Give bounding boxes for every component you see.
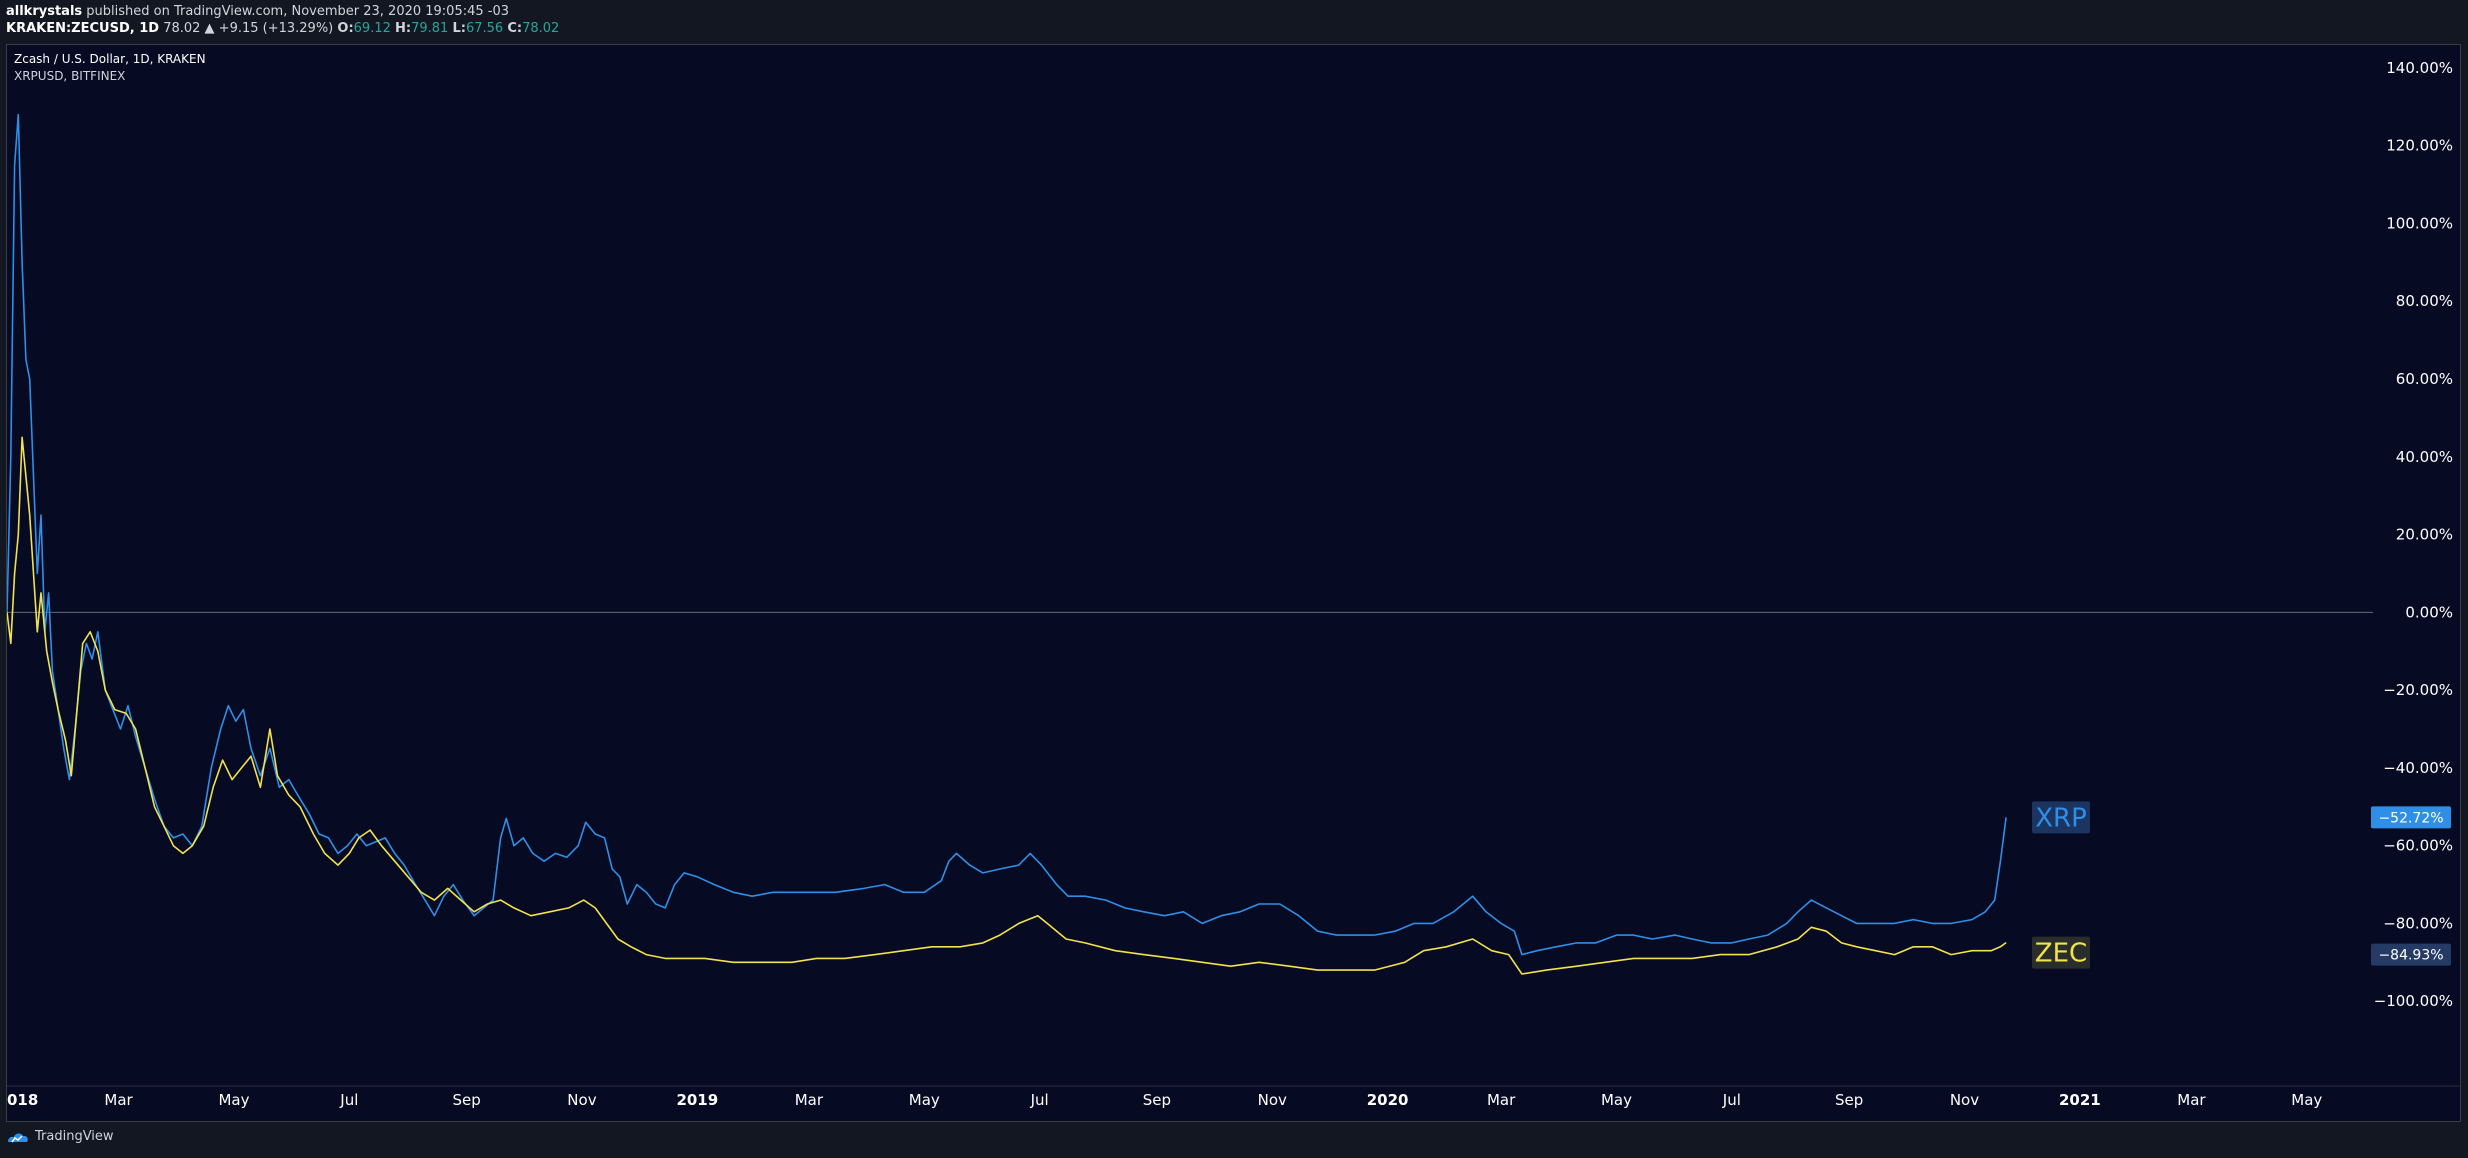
x-tick-label: Sep — [1143, 1091, 1171, 1109]
x-tick-label: Mar — [2177, 1091, 2206, 1109]
price-label-bg-zec — [2371, 943, 2451, 966]
series-tag-xrp: XRP — [2035, 803, 2087, 833]
x-tick-label: May — [909, 1091, 940, 1109]
last-price: 78.02 — [163, 21, 201, 36]
author-name: allkrystals — [6, 4, 83, 19]
x-tick-label: Sep — [452, 1091, 480, 1109]
x-tick-label: Jul — [1722, 1091, 1741, 1109]
tradingview-logo-icon — [8, 1132, 28, 1142]
y-tick-label: 140.00% — [2386, 59, 2453, 77]
y-tick-label: −60.00% — [2383, 837, 2453, 855]
x-tick-label: May — [1601, 1091, 1632, 1109]
price-label-xrp: −52.72% — [2378, 810, 2443, 826]
published-text: published on TradingView.com, November 2… — [86, 4, 510, 19]
y-tick-label: −40.00% — [2383, 759, 2453, 777]
x-tick-label: 2019 — [676, 1091, 718, 1109]
y-tick-label: 120.00% — [2386, 137, 2453, 155]
y-tick-label: −20.00% — [2383, 681, 2453, 699]
x-tick-label: Nov — [567, 1091, 596, 1109]
legend-compare-series[interactable]: XRPUSD, BITFINEX — [14, 69, 126, 83]
close-value: 78.02 — [522, 21, 560, 36]
x-tick-label: 2021 — [2059, 1091, 2101, 1109]
y-tick-label: −80.00% — [2383, 914, 2453, 932]
close-label: C: — [507, 21, 523, 36]
x-tick-label: Nov — [1258, 1091, 1287, 1109]
x-tick-label: May — [2291, 1091, 2322, 1109]
series-tag-bg-zec — [2032, 936, 2090, 969]
footer-brand: TradingView — [35, 1129, 114, 1144]
open-value: 69.12 — [353, 21, 391, 36]
symbol-info: KRAKEN:ZECUSD, 1D 78.02 ▲ +9.15 (+13.29%… — [6, 21, 559, 37]
footer: TradingView — [6, 1129, 114, 1144]
y-tick-label: 20.00% — [2396, 526, 2453, 544]
x-tick-label: Jul — [1030, 1091, 1049, 1109]
series-line-xrp — [7, 113, 2007, 956]
legend-main-series[interactable]: Zcash / U.S. Dollar, 1D, KRAKEN — [14, 52, 206, 66]
price-label-bg-xrp — [2371, 806, 2451, 829]
x-tick-label: Jul — [339, 1091, 358, 1109]
publish-info: allkrystals published on TradingView.com… — [6, 4, 509, 20]
open-label: O: — [337, 21, 354, 36]
series-tag-zec: ZEC — [2035, 939, 2087, 969]
chart-canvas[interactable]: 140.00% 120.00% 100.00% 80.00% 60.00% 40.00% 2… — [7, 45, 2462, 1123]
x-tick-label: May — [218, 1091, 249, 1109]
change-value: ▲ +9.15 (+13.29%) — [204, 21, 334, 36]
high-label: H: — [395, 21, 412, 36]
x-tick-label: 2020 — [1367, 1091, 1409, 1109]
x-tick-label: Mar — [795, 1091, 824, 1109]
price-label-zec: −84.93% — [2378, 948, 2443, 964]
series-tag-bg-xrp — [2032, 801, 2090, 834]
low-label: L: — [452, 21, 466, 36]
x-tick-label: 018 — [7, 1091, 38, 1109]
y-tick-label: 0.00% — [2405, 603, 2453, 621]
high-value: 79.81 — [411, 21, 449, 36]
chart-area[interactable]: 140.00% 120.00% 100.00% 80.00% 60.00% 40.00% 2… — [6, 44, 2462, 1123]
y-tick-label: 40.00% — [2396, 448, 2453, 466]
y-tick-label: 100.00% — [2386, 214, 2453, 232]
x-tick-label: Mar — [104, 1091, 133, 1109]
x-tick-label: Nov — [1950, 1091, 1979, 1109]
y-tick-label: 80.00% — [2396, 292, 2453, 310]
low-value: 67.56 — [465, 21, 504, 36]
y-tick-label: −100.00% — [2374, 992, 2453, 1010]
x-tick-label: Mar — [1487, 1091, 1516, 1109]
series-line-zec — [7, 436, 2007, 975]
symbol-name: KRAKEN:ZECUSD, 1D — [6, 21, 160, 36]
y-tick-label: 60.00% — [2396, 370, 2453, 388]
x-tick-label: Sep — [1835, 1091, 1863, 1109]
